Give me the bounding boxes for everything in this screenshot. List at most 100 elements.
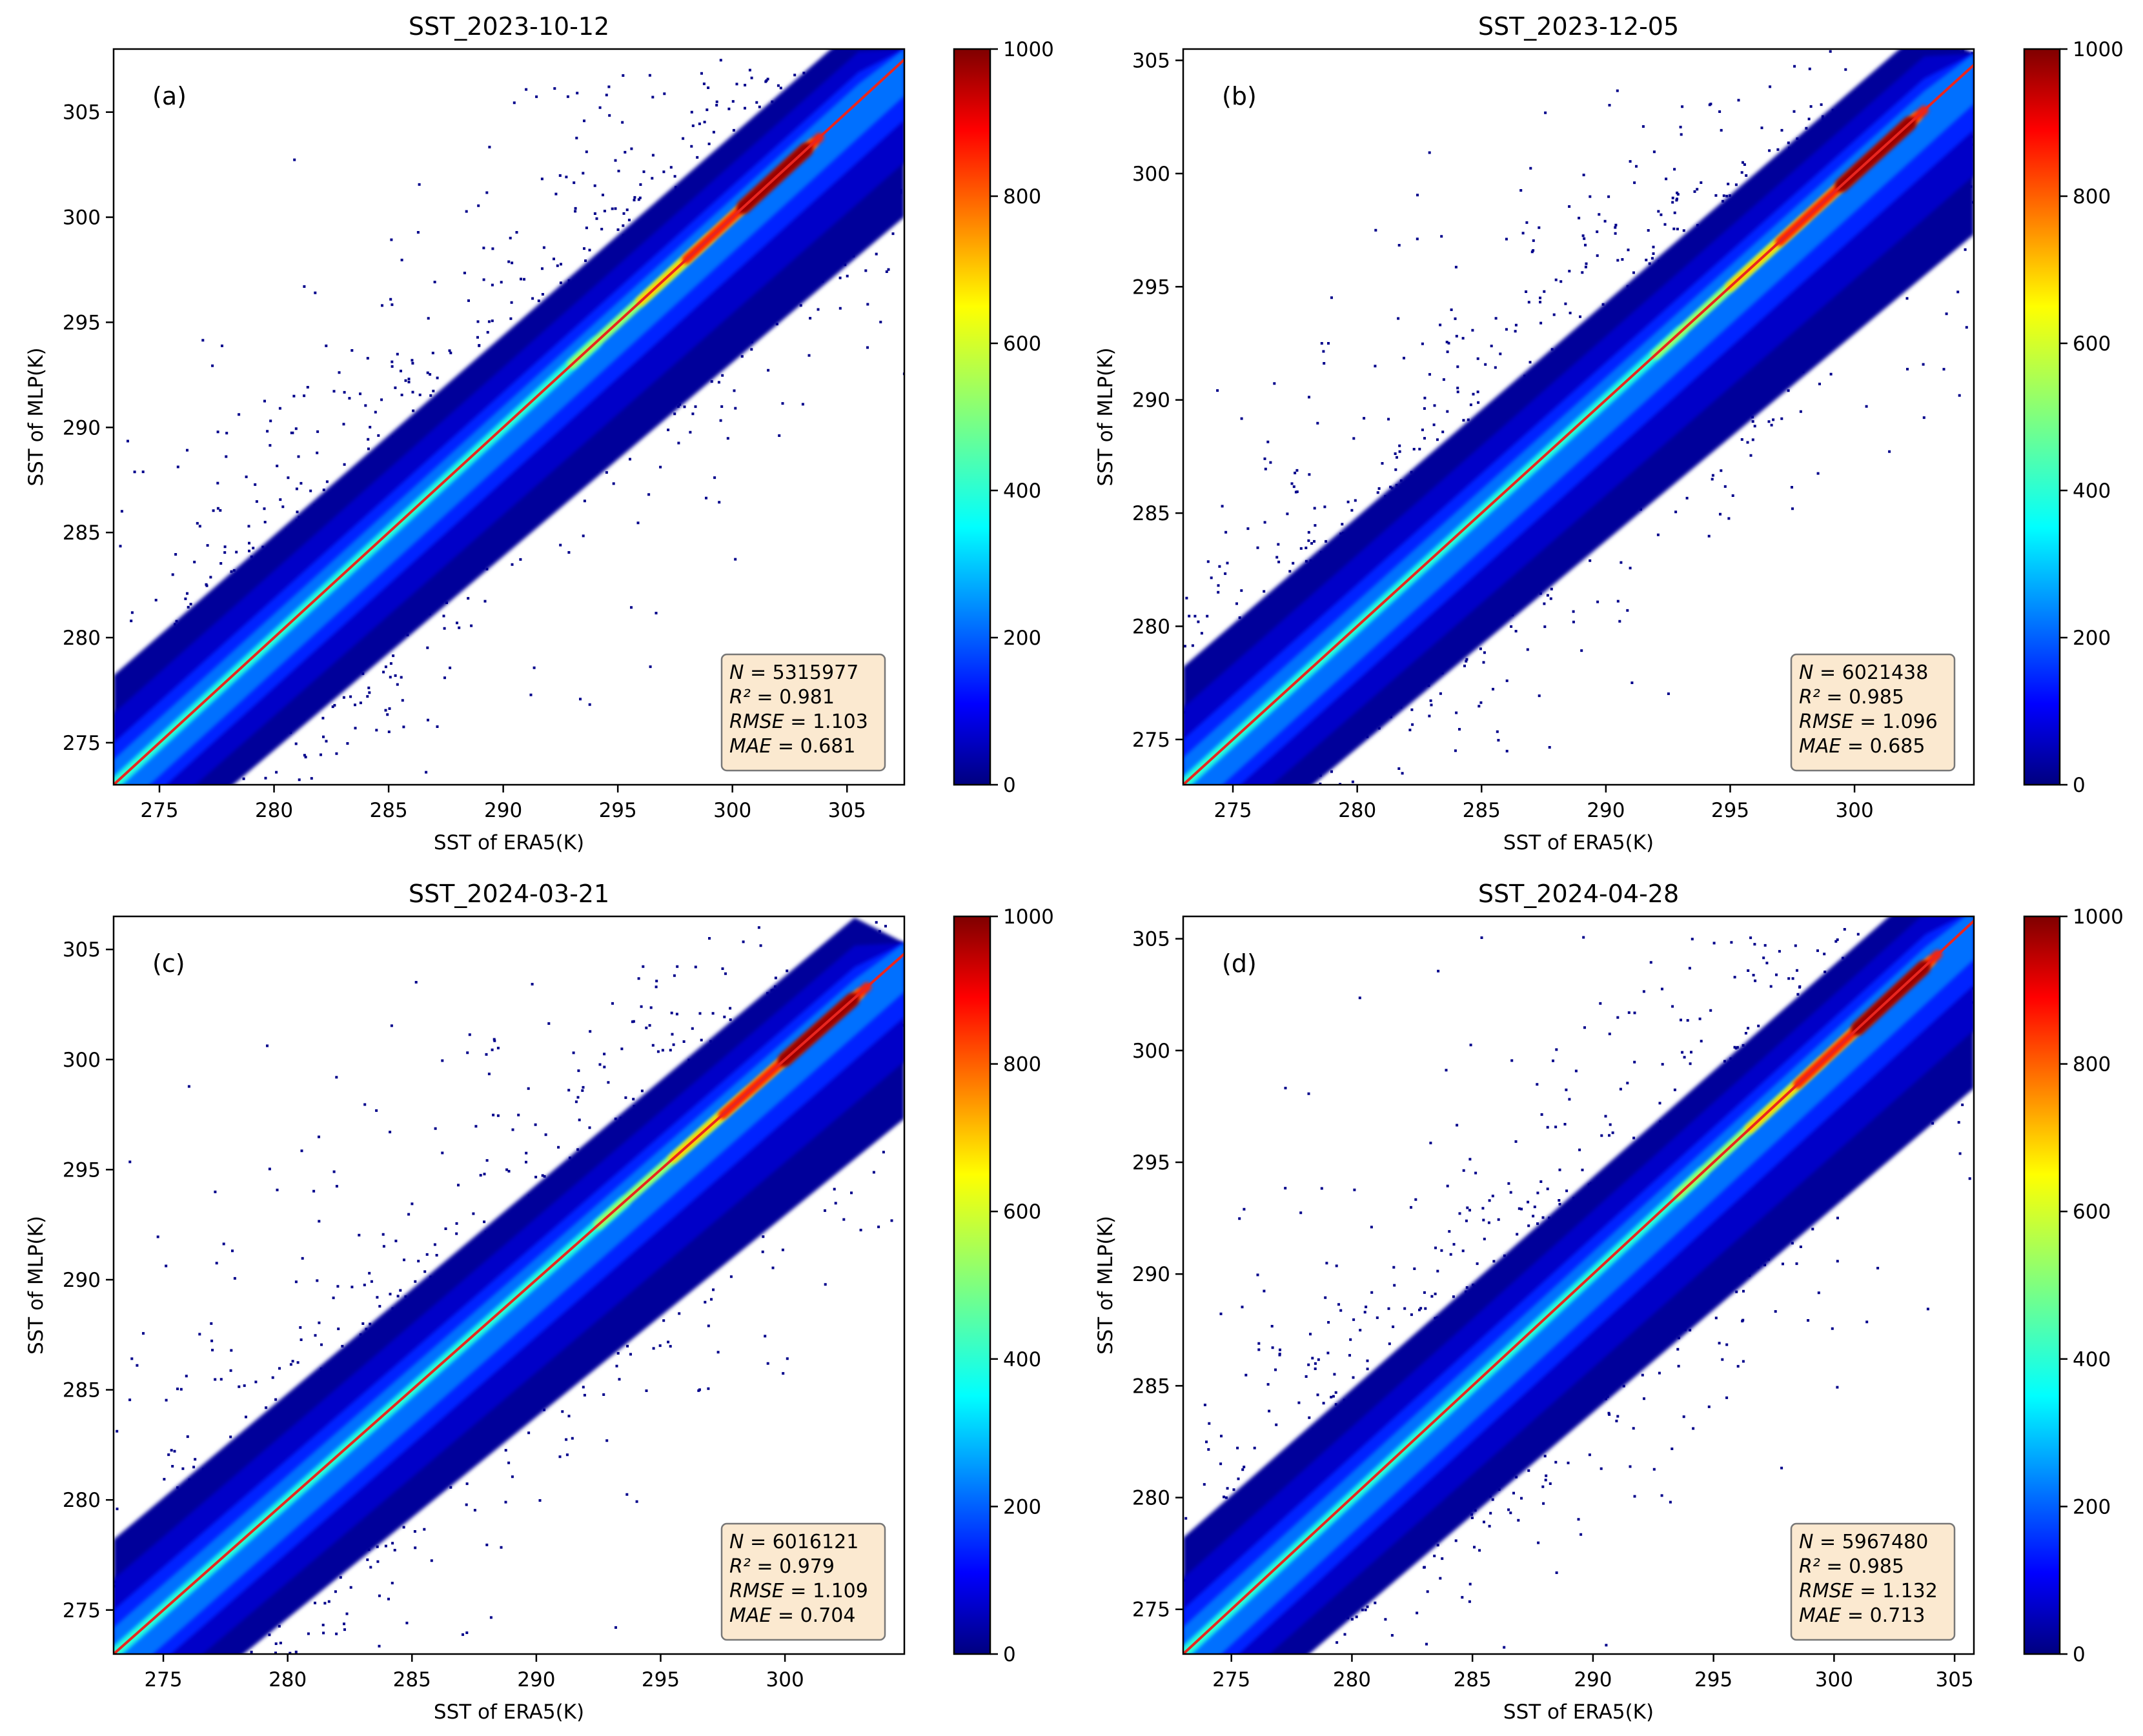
plot-area xyxy=(1183,49,1974,785)
x-tick-label: 305 xyxy=(828,799,866,822)
stat-line: R² = 0.981 xyxy=(729,686,835,709)
stat-line: R² = 0.985 xyxy=(1799,686,1904,709)
x-tick-label: 300 xyxy=(1836,799,1874,822)
y-tick-label: 300 xyxy=(1132,1040,1170,1063)
stat-line: MAE = 0.681 xyxy=(729,735,855,758)
x-tick-label: 305 xyxy=(1936,1668,1974,1691)
stat-equals: = xyxy=(751,1555,779,1578)
stat-line: R² = 0.979 xyxy=(729,1555,835,1578)
x-tick-label: 280 xyxy=(269,1668,307,1691)
fit-line xyxy=(1183,64,1974,785)
colorbar-tick-label: 400 xyxy=(1003,479,1041,503)
panel-3: 275 280 285 290 295 300 305 275 280 285 290 295 300 3… xyxy=(1094,880,2124,1724)
x-tick-label: 295 xyxy=(1694,1668,1732,1691)
colorbar-tick-label: 1000 xyxy=(1003,38,1054,61)
x-tick-label: 275 xyxy=(1214,799,1252,822)
stat-equals: = xyxy=(1820,686,1849,709)
stat-value: 0.981 xyxy=(779,686,835,709)
y-tick-label: 295 xyxy=(63,1158,101,1182)
stat-line: N = 6016121 xyxy=(729,1531,858,1553)
stat-line: N = 5967480 xyxy=(1799,1531,1928,1553)
stats-box xyxy=(720,653,886,772)
stat-equals: = xyxy=(744,1531,772,1553)
x-tick-label: 295 xyxy=(599,799,637,822)
x-tick-label: 280 xyxy=(1338,799,1376,822)
stat-line: MAE = 0.713 xyxy=(1799,1604,1925,1627)
stat-line: R² = 0.985 xyxy=(1799,1555,1904,1578)
y-tick-label: 290 xyxy=(63,1269,101,1292)
stat-line: RMSE = 1.103 xyxy=(729,711,868,733)
stat-value: 1.096 xyxy=(1882,711,1938,733)
stat-equals: = xyxy=(1854,711,1882,733)
x-tick-label: 285 xyxy=(1463,799,1501,822)
stat-name: N xyxy=(729,1531,744,1553)
colorbar-tick-label: 400 xyxy=(1003,1348,1041,1371)
stat-line: RMSE = 1.096 xyxy=(1799,711,1938,733)
colorbar-tick-label: 200 xyxy=(1003,627,1041,650)
colorbar-tick-label: 800 xyxy=(1003,1053,1041,1076)
stat-line: N = 5315977 xyxy=(729,661,858,684)
stat-value: 1.109 xyxy=(813,1580,868,1602)
panel-label: (c) xyxy=(152,949,185,978)
colorbar-tick-label: 800 xyxy=(2073,185,2111,208)
stat-name: N xyxy=(729,661,744,684)
stat-name: R² xyxy=(729,686,751,709)
y-axis-label: SST of MLP(K) xyxy=(1094,347,1117,486)
stats-box xyxy=(1790,1522,1956,1641)
y-tick-label: 290 xyxy=(1132,1263,1170,1286)
stat-equals: = xyxy=(1813,661,1842,684)
stat-name: RMSE xyxy=(1799,1580,1854,1602)
stat-value: 6016121 xyxy=(773,1531,859,1553)
colorbar-tick-label: 0 xyxy=(2073,774,2086,797)
stat-equals: = xyxy=(1813,1531,1842,1553)
axes-frame xyxy=(1182,48,1975,786)
y-tick-label: 305 xyxy=(1132,50,1170,73)
y-tick-label: 305 xyxy=(1132,928,1170,951)
stat-equals: = xyxy=(751,686,779,709)
axes-frame xyxy=(112,915,906,1655)
stat-name: MAE xyxy=(729,735,771,758)
y-tick-label: 295 xyxy=(63,311,101,334)
fit-line xyxy=(1183,920,1974,1654)
y-tick-label: 290 xyxy=(1132,389,1170,412)
colorbar-tick-label: 800 xyxy=(2073,1053,2111,1076)
y-tick-label: 295 xyxy=(1132,1151,1170,1175)
y-tick-label: 300 xyxy=(63,1049,101,1072)
fit-line xyxy=(114,58,904,785)
stat-equals: = xyxy=(1841,1604,1869,1627)
stat-equals: = xyxy=(784,711,813,733)
x-tick-label: 275 xyxy=(140,799,178,822)
plot-area xyxy=(114,918,904,1654)
y-tick-label: 300 xyxy=(1132,163,1170,186)
stat-value: 6021438 xyxy=(1842,661,1929,684)
colorbar-tick-label: 200 xyxy=(1003,1495,1041,1519)
stat-name: N xyxy=(1799,1531,1813,1553)
x-axis-label: SST of ERA5(K) xyxy=(434,1701,584,1724)
plot-area xyxy=(114,49,904,785)
panel-label: (a) xyxy=(152,82,187,110)
chart-title: SST_2024-03-21 xyxy=(409,880,609,908)
colorbar xyxy=(953,915,991,1655)
panel-label: (d) xyxy=(1222,949,1257,978)
stat-name: MAE xyxy=(729,1604,771,1627)
y-tick-label: 285 xyxy=(1132,1375,1170,1398)
colorbar-tick-label: 1000 xyxy=(2073,905,2124,929)
y-tick-label: 275 xyxy=(1132,1599,1170,1622)
x-tick-label: 295 xyxy=(1711,799,1749,822)
y-axis-label: SST of MLP(K) xyxy=(1094,1216,1117,1355)
chart-title: SST_2024-04-28 xyxy=(1478,880,1679,908)
stat-name: RMSE xyxy=(1799,711,1854,733)
y-tick-label: 300 xyxy=(63,207,101,230)
colorbar-tick-label: 400 xyxy=(2073,1348,2111,1371)
stat-value: 0.704 xyxy=(800,1604,856,1627)
x-tick-label: 280 xyxy=(1333,1668,1371,1691)
axes-frame xyxy=(1182,915,1975,1655)
y-tick-label: 275 xyxy=(1132,729,1170,752)
x-tick-label: 285 xyxy=(1454,1668,1492,1691)
stat-value: 5967480 xyxy=(1842,1531,1929,1553)
stat-name: N xyxy=(1799,661,1813,684)
plot-area xyxy=(1183,916,1974,1654)
stat-line: MAE = 0.704 xyxy=(729,1604,855,1627)
y-tick-label: 295 xyxy=(1132,276,1170,299)
stat-line: RMSE = 1.109 xyxy=(729,1580,868,1602)
